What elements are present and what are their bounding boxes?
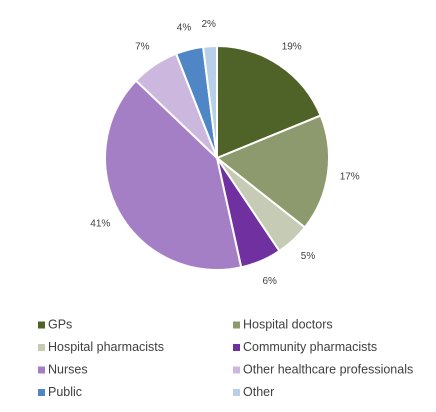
legend-label-gps: GPs: [48, 317, 72, 331]
legend-swatch-public: [38, 389, 45, 396]
pie-slice-gps: [216, 45, 322, 159]
chart-legend: GPs Hospital doctors Hospital pharmacists C…: [38, 317, 413, 399]
legend-item-gps: GPs: [38, 317, 72, 331]
legend-item-other-healthcare-professionals: Other healthcare professionals: [233, 362, 413, 376]
data-label-other: 2%: [201, 19, 216, 30]
legend-label-hospital-pharmacists: Hospital pharmacists: [48, 340, 164, 354]
legend-swatch-nurses: [38, 366, 45, 374]
data-label-nurses: 41%: [90, 218, 110, 229]
legend-item-other: Other: [233, 385, 274, 399]
legend-item-hospital-pharmacists: Hospital pharmacists: [38, 340, 164, 354]
legend-item-community-pharmacists: Community pharmacists: [233, 340, 377, 354]
legend-label-other-healthcare-professionals: Other healthcare professionals: [243, 362, 413, 376]
pie-slice-other: [202, 45, 218, 159]
legend-item-nurses: Nurses: [38, 362, 88, 376]
legend-label-community-pharmacists: Community pharmacists: [243, 340, 377, 354]
data-label-hospital-doctors: 17%: [340, 171, 360, 182]
pie-slice-nurses: [104, 79, 243, 271]
pie-slices: [104, 45, 330, 271]
pie-data-labels: 19% 17% 5% 6% 41% 7% 4% 2%: [90, 19, 360, 287]
legend-item-public: Public: [38, 385, 82, 399]
data-label-other-healthcare-professionals: 7%: [135, 41, 150, 52]
legend-label-other: Other: [243, 385, 274, 399]
data-label-public: 4%: [177, 23, 192, 34]
legend-swatch-gps: [38, 321, 45, 329]
legend-label-hospital-doctors: Hospital doctors: [243, 317, 333, 331]
legend-swatch-hospital-pharmacists: [38, 344, 45, 351]
legend-label-public: Public: [48, 385, 82, 399]
data-label-community-pharmacists: 6%: [262, 276, 277, 287]
data-label-hospital-pharmacists: 5%: [301, 251, 316, 262]
pie-slice-hospital-doctors: [216, 114, 330, 229]
legend-item-hospital-doctors: Hospital doctors: [233, 317, 333, 331]
legend-swatch-community-pharmacists: [233, 344, 240, 351]
legend-swatch-hospital-doctors: [233, 321, 240, 329]
data-label-gps: 19%: [282, 41, 302, 52]
legend-swatch-other-healthcare-professionals: [233, 366, 240, 374]
legend-label-nurses: Nurses: [48, 362, 88, 376]
legend-swatch-other: [233, 389, 240, 396]
